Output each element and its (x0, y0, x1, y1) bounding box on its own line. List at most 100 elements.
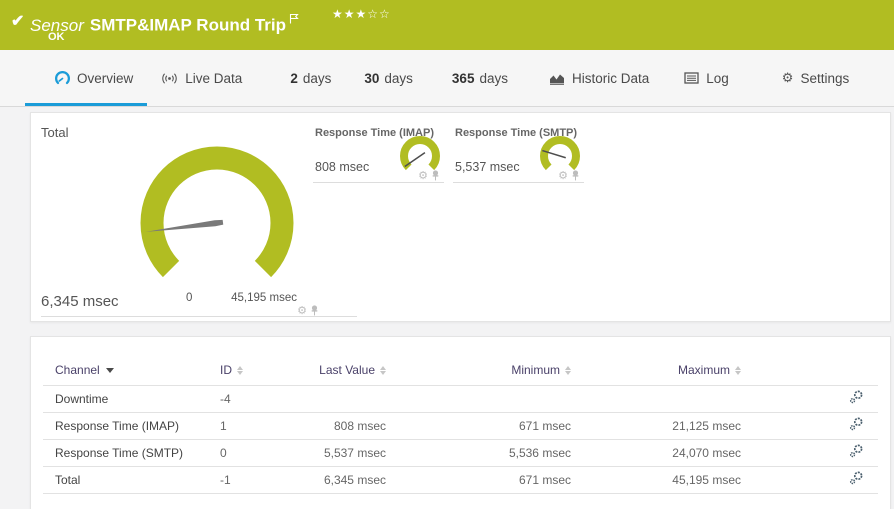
tab-2-days[interactable]: 2 days (290, 50, 331, 106)
table-row[interactable]: Response Time (IMAP) 1 808 msec 671 msec… (43, 412, 878, 440)
gear-icon[interactable]: ⚙ (418, 169, 428, 182)
sensor-kind-label: Sensor (30, 15, 84, 35)
channel-settings-icon[interactable] (848, 470, 864, 489)
channel-maximum: 24,070 msec (576, 439, 746, 467)
column-header-channel[interactable]: Channel (43, 355, 215, 386)
channel-maximum (576, 385, 746, 413)
gauge-actions: ⚙ (297, 305, 319, 316)
gauge-actions: ⚙ (558, 170, 580, 181)
gear-icon: ⚙ (781, 70, 794, 85)
gauge-needle (542, 149, 566, 159)
tab-historic-data[interactable]: Historic Data (549, 50, 649, 106)
total-gauge (140, 146, 294, 278)
tab-number: 365 (451, 70, 475, 86)
imap-gauge (400, 136, 440, 171)
channel-last-value (305, 385, 391, 413)
channel-settings-icon[interactable] (848, 416, 864, 435)
tab-label: days (479, 70, 508, 86)
channels-panel: Channel ID Last Value Minimum Maximum Do… (30, 336, 891, 509)
tab-log[interactable]: Log (684, 50, 729, 106)
total-gauge-tile: Total 0 45,195 msec 6,345 msec ⚙ (41, 121, 357, 317)
pin-icon[interactable] (431, 170, 440, 181)
gauge-title: Response Time (IMAP) (315, 127, 434, 139)
gauge-title: Response Time (SMTP) (455, 127, 578, 139)
channel-maximum: 45,195 msec (576, 466, 746, 494)
gauge-actions: ⚙ (418, 170, 440, 181)
gauge-needle (145, 219, 224, 232)
column-header-last-value[interactable]: Last Value (305, 355, 391, 386)
tab-365-days[interactable]: 365 days (452, 50, 508, 106)
channel-settings-icon[interactable] (848, 443, 864, 462)
gauge-value: 6,345 msec (41, 293, 119, 310)
gauge-title: Total (41, 125, 69, 140)
area-chart-icon (549, 72, 565, 85)
tab-label: days (302, 70, 332, 86)
smtp-gauge-tile: Response Time (SMTP) 5,537 msec ⚙ (453, 119, 584, 183)
gauges-panel: Total 0 45,195 msec 6,345 msec ⚙ Respons… (30, 112, 891, 322)
channel-name[interactable]: Response Time (SMTP) (43, 439, 215, 467)
tab-settings[interactable]: ⚙ Settings (782, 50, 849, 106)
channel-settings-icon[interactable] (848, 389, 864, 408)
sort-icon (735, 365, 741, 376)
gauge-needle (404, 151, 426, 168)
tab-30-days[interactable]: 30 days (364, 50, 413, 106)
channel-maximum: 21,125 msec (576, 412, 746, 440)
table-row[interactable]: Response Time (SMTP) 0 5,537 msec 5,536 … (43, 439, 878, 467)
column-header-minimum[interactable]: Minimum (391, 355, 576, 386)
gauge-value: 808 msec (315, 160, 370, 174)
live-data-icon (161, 72, 178, 85)
channels-table-wrap: Channel ID Last Value Minimum Maximum Do… (43, 355, 878, 494)
status-badge: OK (48, 31, 65, 43)
column-header-maximum[interactable]: Maximum (576, 355, 746, 386)
gear-icon[interactable]: ⚙ (297, 304, 307, 317)
tab-label: Live Data (185, 70, 243, 86)
gauge-min-label: 0 (186, 292, 193, 304)
priority-stars[interactable]: ★★★☆☆ (332, 7, 391, 21)
tab-overview[interactable]: Overview (24, 50, 148, 106)
check-icon: ✔ (11, 13, 25, 30)
tab-live-data[interactable]: Live Data (161, 50, 242, 106)
gear-icon[interactable]: ⚙ (558, 169, 568, 182)
channel-minimum: 671 msec (391, 412, 576, 440)
channel-name[interactable]: Total (43, 466, 215, 494)
channels-table: Channel ID Last Value Minimum Maximum Do… (43, 355, 878, 494)
flag-icon[interactable] (289, 9, 300, 29)
pin-icon[interactable] (310, 305, 319, 316)
channel-last-value: 6,345 msec (305, 466, 391, 494)
gauge-value: 5,537 msec (455, 160, 520, 174)
column-header-actions (746, 355, 878, 386)
sensor-title-line: Sensor SMTP&IMAP Round Trip (30, 9, 300, 36)
sensor-status-banner: ✔ Sensor SMTP&IMAP Round Trip ★★★☆☆ OK (0, 0, 894, 50)
tab-label: Settings (800, 70, 850, 86)
sort-icon (237, 365, 243, 376)
sort-icon (380, 365, 386, 376)
channel-name[interactable]: Response Time (IMAP) (43, 412, 215, 440)
channel-minimum (391, 385, 576, 413)
tab-bar: Overview Live Data 2 days 30 days 365 da… (0, 50, 894, 107)
channel-id: -1 (215, 466, 305, 494)
channel-last-value: 5,537 msec (305, 439, 391, 467)
tab-label: Historic Data (571, 70, 650, 86)
table-row[interactable]: Downtime -4 (43, 385, 878, 413)
tab-number: 2 (290, 70, 298, 86)
pin-icon[interactable] (571, 170, 580, 181)
tab-label: days (384, 70, 413, 86)
tab-label: Overview (77, 70, 134, 86)
channel-id: 1 (215, 412, 305, 440)
channel-id: -4 (215, 385, 305, 413)
tab-number: 30 (364, 70, 380, 86)
smtp-gauge (540, 136, 580, 171)
channel-minimum: 5,536 msec (391, 439, 576, 467)
log-icon (684, 72, 699, 84)
sort-icon (565, 365, 571, 376)
channel-id: 0 (215, 439, 305, 467)
imap-gauge-tile: Response Time (IMAP) 808 msec ⚙ (313, 119, 444, 183)
column-header-id[interactable]: ID (215, 355, 305, 386)
sensor-name: SMTP&IMAP Round Trip (89, 15, 286, 35)
channel-minimum: 671 msec (391, 466, 576, 494)
channel-last-value: 808 msec (305, 412, 391, 440)
channel-name[interactable]: Downtime (43, 385, 215, 413)
table-row[interactable]: Total -1 6,345 msec 671 msec 45,195 msec (43, 466, 878, 494)
tab-label: Log (706, 70, 729, 86)
sort-desc-icon (105, 368, 114, 374)
